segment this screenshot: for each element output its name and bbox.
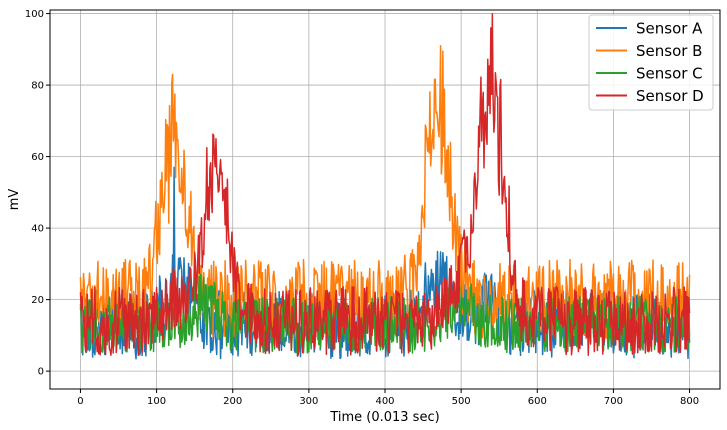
x-tick-label: 200 bbox=[223, 396, 242, 407]
x-tick-label: 300 bbox=[299, 396, 318, 407]
legend-label: Sensor C bbox=[636, 65, 703, 83]
y-axis-label: mV bbox=[7, 189, 22, 211]
legend: Sensor A Sensor B Sensor C Sensor D bbox=[588, 14, 714, 111]
x-tick-label: 0 bbox=[77, 396, 83, 407]
x-tick-label: 600 bbox=[528, 396, 547, 407]
x-tick-label: 100 bbox=[147, 396, 166, 407]
x-axis-label: Time (0.013 sec) bbox=[329, 410, 439, 425]
x-tick-label: 500 bbox=[452, 396, 471, 407]
series-line-sensor-d bbox=[79, 12, 691, 357]
y-tick-label: 0 bbox=[38, 367, 44, 378]
x-tick-label: 700 bbox=[604, 396, 623, 407]
y-tick-label: 80 bbox=[31, 81, 44, 92]
series-group bbox=[79, 12, 691, 360]
x-tick-label: 400 bbox=[375, 396, 394, 407]
legend-label: Sensor A bbox=[636, 20, 703, 38]
axis-ticks: 0 100 200 300 400 500 600 700 800 0 20 40 60 80 100 bbox=[25, 9, 699, 407]
legend-label: Sensor B bbox=[636, 42, 702, 60]
legend-box bbox=[588, 14, 714, 111]
legend-label: Sensor D bbox=[636, 87, 704, 105]
x-tick-label: 800 bbox=[680, 396, 699, 407]
y-tick-label: 100 bbox=[25, 9, 44, 20]
y-tick-label: 20 bbox=[31, 295, 44, 306]
y-tick-label: 40 bbox=[31, 224, 44, 235]
y-tick-label: 60 bbox=[31, 152, 44, 163]
